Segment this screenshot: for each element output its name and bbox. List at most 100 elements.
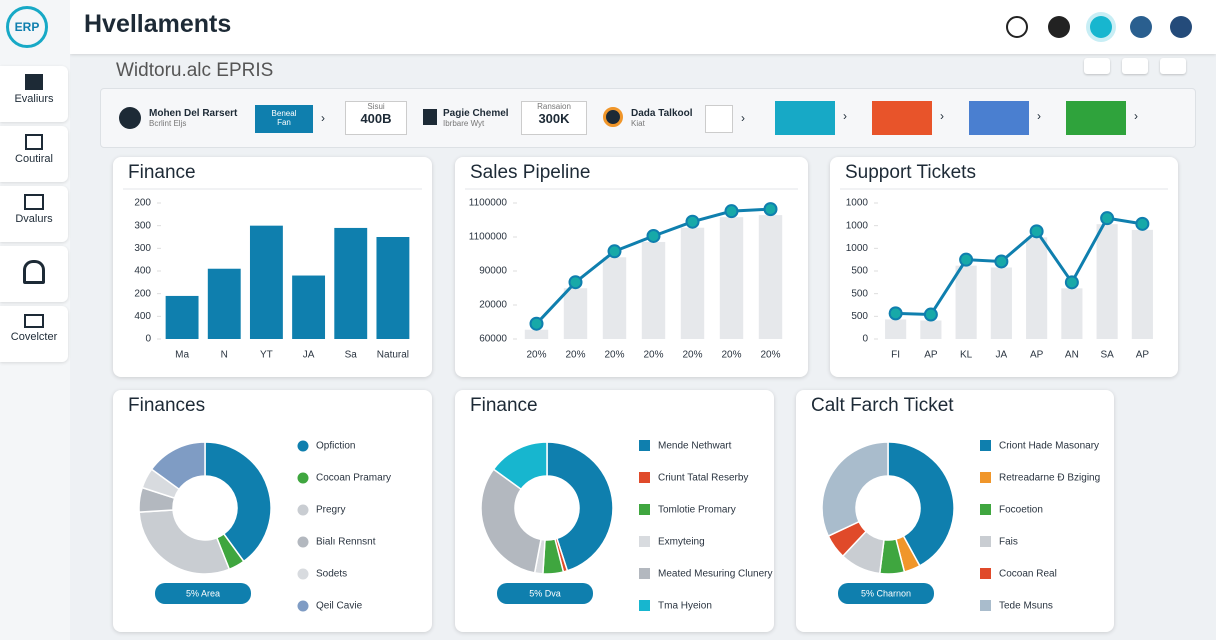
x-tick-label: 20% bbox=[682, 350, 702, 361]
x-tick-label: AN bbox=[1065, 350, 1079, 361]
legend-marker bbox=[639, 536, 650, 547]
header-icon[interactable] bbox=[1130, 16, 1152, 38]
point bbox=[685, 214, 700, 229]
kpi: Dada Talkool Kiat bbox=[631, 108, 693, 128]
point bbox=[1029, 224, 1044, 239]
chart: Finance Mende Nethwart Criunt Tatal Reserb… bbox=[470, 395, 773, 612]
point bbox=[1100, 211, 1115, 226]
nav-label: Evaliurs bbox=[14, 93, 54, 105]
x-tick-label: FI bbox=[891, 350, 900, 361]
header-icon[interactable] bbox=[1006, 16, 1028, 38]
button-title: Beneal bbox=[271, 109, 297, 118]
chevron: › bbox=[940, 109, 944, 123]
y-tick-label: 500 bbox=[851, 266, 868, 277]
badge[interactable] bbox=[838, 583, 934, 604]
nav-label: Covelcter bbox=[10, 331, 58, 343]
chart: Support Tickets 0 500 500 500 1000 1000 1000 FI A… bbox=[840, 162, 1168, 361]
point bbox=[646, 228, 661, 243]
chart: Calt Farch Ticket Criont Hade Masonary Ret… bbox=[811, 395, 1100, 612]
stat-label: Ransaion bbox=[537, 102, 571, 111]
point bbox=[994, 254, 1009, 269]
chevron: › bbox=[1037, 109, 1041, 123]
y-tick-label: 1000 bbox=[846, 243, 869, 254]
backdrop-bar bbox=[524, 329, 549, 339]
nav-item[interactable]: Coutiral bbox=[0, 126, 68, 182]
point bbox=[529, 316, 544, 331]
x-tick-label: Sa bbox=[345, 350, 358, 361]
button-subtitle: Fan bbox=[277, 118, 291, 127]
y-tick-label: 60000 bbox=[479, 334, 507, 345]
chart-title: Sales Pipeline bbox=[470, 162, 590, 183]
y-tick-label: 1100000 bbox=[469, 232, 508, 243]
legend-marker bbox=[980, 568, 991, 579]
chart-card: Finance 0 400 200 400 300 300 200 Ma N YT JA Sa Natur… bbox=[113, 157, 432, 377]
nav-label: Dvalurs bbox=[15, 213, 53, 225]
header-bar: Hvellaments bbox=[70, 0, 1216, 54]
nav-item[interactable]: Covelcter bbox=[0, 306, 68, 362]
y-tick-label: 200 bbox=[134, 198, 151, 209]
tool-button[interactable] bbox=[1160, 58, 1186, 74]
nav-item[interactable]: Dvalurs bbox=[0, 186, 68, 242]
legend-label: Retreadarne Ð Bziging bbox=[999, 473, 1100, 484]
donut-slice bbox=[821, 441, 889, 538]
legend-label: Opfiction bbox=[316, 441, 355, 452]
kpi-strip: Mohen Del Rarsert Bcrlint Eljs Beneal Fan … bbox=[100, 88, 1196, 148]
logo[interactable]: ERP bbox=[6, 6, 48, 48]
backdrop-bar bbox=[719, 217, 744, 339]
chart-card: Sales Pipeline 60000 20000 90000 1100000 1100… bbox=[455, 157, 808, 377]
legend-marker bbox=[639, 472, 650, 483]
legend-label: Tomlotie Promary bbox=[658, 505, 736, 516]
kpi-button[interactable]: Beneal Fan bbox=[255, 105, 313, 133]
header-icon[interactable] bbox=[1090, 16, 1112, 38]
y-tick-label: 200 bbox=[134, 288, 151, 299]
donut-slice bbox=[480, 468, 542, 574]
tool-button[interactable] bbox=[1084, 58, 1110, 74]
backdrop-bar bbox=[990, 267, 1012, 339]
x-tick-label: AP bbox=[1136, 350, 1150, 361]
bar bbox=[207, 268, 241, 339]
legend-label: Bialı Rennsnt bbox=[316, 537, 376, 548]
x-tick-label: AP bbox=[924, 350, 938, 361]
x-tick-label: 20% bbox=[643, 350, 663, 361]
nav-item[interactable] bbox=[0, 246, 68, 302]
y-tick-label: 0 bbox=[145, 334, 151, 345]
kpi-tile[interactable] bbox=[969, 101, 1029, 135]
x-tick-label: SA bbox=[1100, 350, 1114, 361]
chevron: › bbox=[843, 109, 847, 123]
badge-label: 5% Charnon bbox=[861, 588, 911, 598]
legend-label: Tma Hyeion bbox=[658, 601, 712, 612]
kpi-tile[interactable] bbox=[872, 101, 932, 135]
point bbox=[923, 307, 938, 322]
legend-label: Criont Hade Masonary bbox=[999, 441, 1099, 452]
chart-title: Support Tickets bbox=[845, 162, 976, 183]
point bbox=[568, 275, 583, 290]
y-tick-label: 400 bbox=[134, 266, 151, 277]
chart-title: Finance bbox=[128, 162, 196, 183]
x-tick-label: AP bbox=[1030, 350, 1044, 361]
kpi-tile[interactable] bbox=[1066, 101, 1126, 135]
backdrop-bar bbox=[563, 288, 588, 339]
header-icon[interactable] bbox=[1048, 16, 1070, 38]
legend-label: Fais bbox=[999, 537, 1018, 548]
point bbox=[1064, 275, 1079, 290]
badge[interactable] bbox=[497, 583, 593, 604]
backdrop-bar bbox=[1131, 229, 1153, 339]
kpi-tile[interactable] bbox=[775, 101, 835, 135]
nav-item[interactable]: Evaliurs bbox=[0, 66, 68, 122]
legend-label: Meated Mesuring Clunery bbox=[658, 569, 773, 580]
badge[interactable] bbox=[155, 583, 251, 604]
kpi: Mohen Del Rarsert Bcrlint Eljs bbox=[149, 108, 237, 128]
subtitle: Widtoru.alc EPRIS bbox=[116, 60, 274, 81]
kpi-stat: Ransaion 300K bbox=[521, 101, 587, 135]
header-icon[interactable] bbox=[1170, 16, 1192, 38]
x-tick-label: JA bbox=[303, 350, 315, 361]
chart-card: Support Tickets 0 500 500 500 1000 1000 1000 FI A… bbox=[830, 157, 1178, 377]
kpi-stat: Sisui 400B bbox=[345, 101, 407, 135]
backdrop-bar bbox=[641, 241, 666, 339]
tool-button[interactable] bbox=[1122, 58, 1148, 74]
legend-marker bbox=[980, 472, 991, 483]
stat-label: Sisui bbox=[367, 102, 385, 111]
bar bbox=[165, 295, 199, 339]
legend-marker bbox=[297, 440, 309, 452]
y-tick-label: 90000 bbox=[479, 266, 507, 277]
